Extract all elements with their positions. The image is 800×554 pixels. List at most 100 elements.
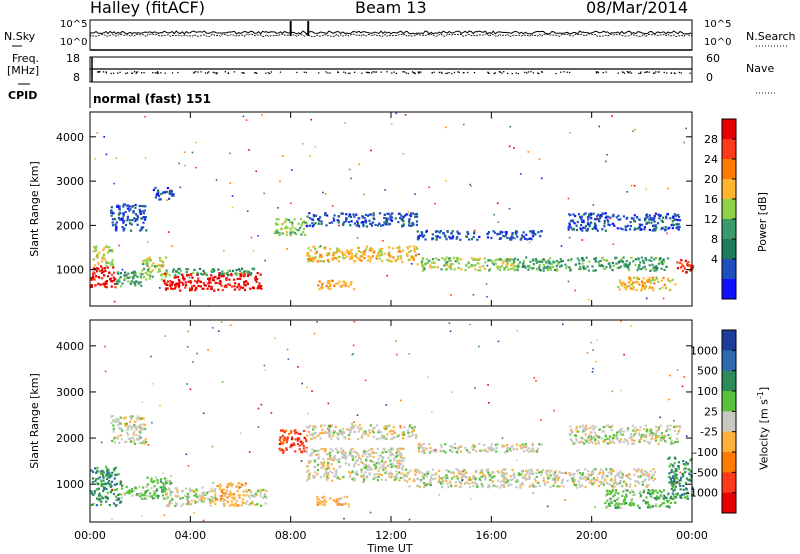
velocity-cell — [602, 474, 605, 477]
power-cell — [429, 266, 432, 269]
power-cell — [574, 214, 577, 218]
velocity-cell — [359, 428, 362, 431]
power-cell — [625, 285, 628, 288]
velocity-cell — [169, 475, 173, 478]
power-cell — [643, 228, 646, 231]
power-cell — [638, 277, 641, 281]
velocity-cell — [446, 482, 449, 485]
power-cell — [177, 268, 180, 271]
power-cell — [336, 219, 339, 222]
power-cell — [587, 269, 590, 272]
velocity-cell — [608, 502, 611, 506]
power-cell — [612, 222, 615, 225]
power-cell — [648, 259, 651, 262]
power-noise-cell — [183, 151, 186, 153]
velocity-cell — [578, 441, 581, 444]
velocity-cell — [134, 486, 137, 489]
power-cell — [289, 220, 292, 224]
velocity-cell — [242, 494, 245, 497]
velocity-cell — [543, 481, 546, 484]
velocity-cell — [625, 483, 628, 486]
power-cell — [306, 253, 309, 256]
velocity-cell — [627, 427, 630, 430]
power-cell — [492, 230, 495, 233]
velocity-cell — [220, 497, 223, 500]
velocity-cell — [151, 481, 154, 484]
power-cell — [479, 269, 482, 272]
power-cell — [445, 256, 448, 259]
nave-point — [630, 72, 633, 74]
power-cell — [556, 269, 559, 272]
power-cell — [524, 237, 527, 240]
velocity-cell — [479, 471, 482, 475]
power-noise-cell — [121, 268, 124, 271]
velocity-cell — [591, 424, 594, 427]
velocity-cell — [248, 489, 251, 492]
power-cell — [367, 255, 370, 258]
velocity-cell — [133, 489, 136, 492]
velocity-cell — [517, 480, 520, 483]
velocity-cell — [642, 491, 645, 494]
velocity-cell — [415, 471, 418, 474]
power-cell — [345, 219, 348, 222]
power-cell — [324, 212, 327, 215]
power-cell — [106, 275, 110, 278]
power-cell — [289, 232, 292, 235]
velocity-cell — [393, 475, 396, 478]
velocity-cell — [329, 448, 332, 451]
power-cell — [679, 266, 682, 269]
velocity-cell — [113, 468, 116, 471]
velocity-cell — [220, 494, 224, 498]
power-cell — [588, 260, 591, 263]
nave-point — [349, 72, 351, 74]
power-cell — [545, 261, 548, 264]
power-cell — [666, 278, 670, 281]
velocity-cell — [351, 477, 354, 481]
power-cell — [101, 256, 104, 259]
velocity-noise-cell — [623, 353, 625, 356]
power-cell — [363, 250, 366, 253]
power-cell — [489, 268, 492, 271]
power-cell — [570, 258, 573, 261]
power-cell — [233, 285, 236, 288]
velocity-cell — [245, 489, 248, 492]
nave-point — [136, 71, 138, 73]
power-cell — [104, 280, 107, 284]
velocity-cell — [200, 497, 203, 500]
nave-point — [640, 71, 642, 73]
velocity-cell — [671, 441, 674, 444]
velocity-cell — [617, 497, 620, 500]
velocity-colorbar-segment — [722, 391, 736, 412]
power-cell — [502, 234, 505, 238]
velocity-cell — [433, 450, 436, 453]
velocity-cell — [403, 479, 406, 482]
velocity-cell — [685, 461, 688, 464]
velocity-cell — [679, 488, 682, 491]
power-cell — [592, 212, 595, 215]
velocity-cell — [588, 439, 591, 442]
power-cell — [629, 221, 632, 224]
velocity-noise-cell — [673, 419, 675, 422]
power-cell — [192, 271, 195, 274]
velocity-cell — [113, 437, 116, 440]
velocity-cell — [594, 442, 597, 445]
velocity-cell — [644, 436, 648, 439]
velocity-cell — [588, 434, 591, 437]
velocity-cell — [387, 449, 390, 452]
velocity-cell — [332, 459, 335, 462]
velocity-cell — [428, 443, 431, 446]
velocity-cell — [110, 415, 113, 418]
velocity-cell — [341, 452, 344, 456]
power-cell — [538, 260, 541, 263]
velocity-cell — [289, 446, 292, 449]
velocity-cell — [408, 426, 411, 429]
velocity-cell — [637, 475, 640, 478]
velocity-cell — [556, 476, 559, 479]
velocity-cell — [133, 439, 136, 442]
power-noise-cell — [493, 213, 495, 216]
power-cell — [246, 271, 249, 274]
velocity-cell — [385, 470, 388, 473]
power-cell — [428, 259, 431, 262]
velocity-cell — [372, 476, 376, 479]
power-cell — [370, 222, 373, 225]
